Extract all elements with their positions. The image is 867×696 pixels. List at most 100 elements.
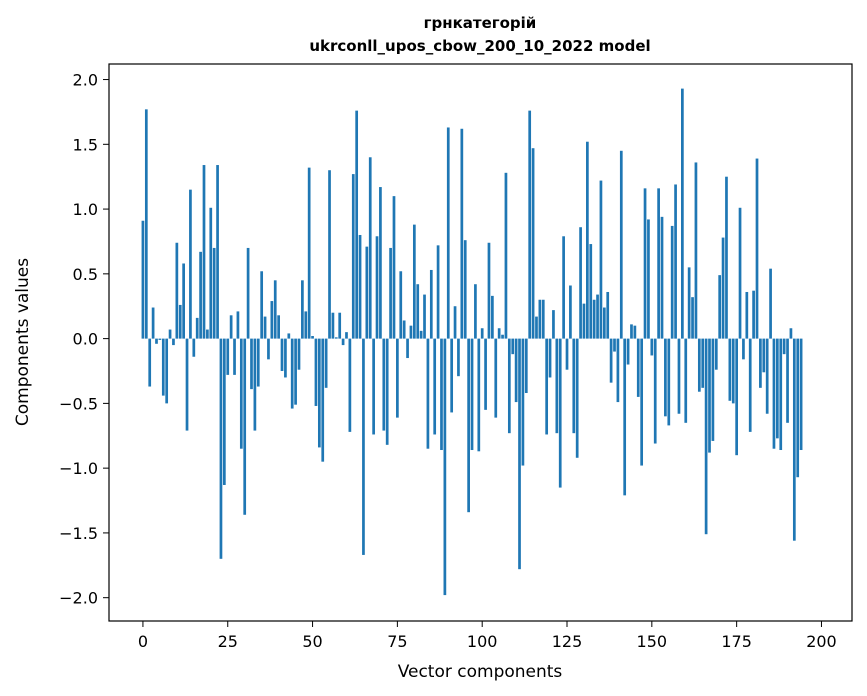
bar-100: [480, 328, 484, 339]
bar-4: [155, 338, 158, 344]
bar-187: [776, 338, 779, 439]
bar-180: [752, 290, 755, 339]
bar-182: [759, 338, 762, 388]
bar-24: [222, 338, 226, 485]
bar-7: [165, 338, 169, 404]
bar-80: [412, 224, 416, 339]
bar-53: [321, 338, 325, 462]
bar-162: [691, 297, 694, 339]
bar-152: [657, 188, 660, 339]
bar-35: [260, 271, 264, 339]
bar-41: [280, 338, 284, 371]
bar-194: [799, 338, 803, 451]
chart-title-line2: ukrconll_upos_cbow_200_10_2022 model: [309, 37, 650, 55]
bar-157: [674, 184, 677, 339]
y-tick-label: 1.5: [73, 135, 98, 154]
bar-127: [572, 338, 576, 434]
y-axis-label: Components values: [13, 258, 33, 426]
bar-52: [317, 338, 321, 448]
bar-133: [592, 299, 596, 339]
bar-45: [294, 338, 297, 405]
bar-136: [602, 307, 606, 339]
bar-10: [175, 242, 179, 339]
bar-26: [229, 315, 233, 339]
bar-74: [392, 196, 396, 339]
bar-78: [406, 338, 409, 359]
bar-59: [341, 338, 345, 346]
bar-62: [351, 174, 355, 339]
bar-191: [789, 328, 793, 339]
bar-36: [263, 316, 267, 339]
bar-159: [681, 88, 684, 339]
bar-33: [253, 338, 257, 431]
y-tick-label: −1.0: [59, 459, 98, 478]
bar-82: [419, 330, 423, 339]
bar-111: [518, 338, 521, 570]
bar-25: [226, 338, 230, 375]
bar-64: [358, 234, 362, 339]
bar-142: [623, 338, 627, 496]
bar-164: [697, 338, 701, 392]
bar-122: [555, 338, 559, 434]
bar-179: [748, 338, 752, 432]
bar-48: [304, 311, 308, 339]
bar-16: [195, 317, 199, 339]
bar-43: [287, 333, 291, 339]
bar-126: [569, 285, 572, 339]
bar-139: [613, 338, 616, 352]
bar-103: [491, 295, 494, 339]
bar-161: [687, 267, 691, 339]
bar-19: [206, 329, 209, 339]
bar-15: [192, 338, 196, 357]
bar-129: [579, 227, 582, 339]
bar-18: [202, 165, 206, 339]
bar-2: [148, 338, 152, 387]
bar-137: [606, 291, 610, 339]
bar-37: [267, 338, 270, 360]
bar-34: [256, 338, 260, 387]
bar-148: [643, 188, 647, 339]
bar-84: [426, 338, 430, 449]
bar-101: [484, 338, 487, 410]
bar-0: [141, 220, 145, 339]
bar-192: [792, 338, 796, 541]
bar-40: [277, 315, 280, 339]
y-tick-label: −2.0: [59, 589, 98, 608]
x-tick-label: 200: [806, 632, 837, 651]
bar-147: [640, 338, 644, 466]
bar-184: [765, 338, 769, 414]
bar-14: [189, 189, 192, 339]
bar-30: [243, 338, 247, 515]
bar-145: [633, 325, 637, 339]
bar-89: [443, 338, 447, 596]
x-tick-label: 0: [138, 632, 148, 651]
bar-68: [372, 338, 375, 435]
bar-178: [745, 291, 749, 339]
bar-114: [528, 110, 532, 339]
bar-20: [209, 207, 213, 339]
bar-144: [630, 324, 633, 339]
bar-21: [212, 247, 216, 339]
bar-46: [297, 338, 301, 370]
bar-149: [647, 219, 650, 339]
bar-60: [345, 332, 348, 339]
bar-57: [334, 337, 338, 339]
bar-168: [711, 338, 715, 441]
bar-141: [619, 150, 623, 339]
bar-69: [375, 236, 379, 339]
x-tick-label: 175: [721, 632, 752, 651]
bar-54: [324, 338, 328, 388]
x-tick-label: 125: [552, 632, 583, 651]
bar-17: [199, 251, 202, 339]
bar-151: [653, 338, 657, 444]
bar-113: [524, 338, 528, 394]
bar-92: [453, 306, 457, 339]
bar-143: [626, 338, 630, 365]
ticks-group: 0 25 50 75 100 125 150 175 200 −2.0 −1.5 −1.0 −0.5 0.…: [59, 71, 837, 651]
bar-119: [545, 338, 549, 435]
bar-105: [497, 328, 501, 339]
bar-158: [677, 338, 681, 414]
bar-166: [704, 338, 708, 535]
bar-76: [399, 271, 403, 339]
bar-170: [718, 275, 722, 339]
